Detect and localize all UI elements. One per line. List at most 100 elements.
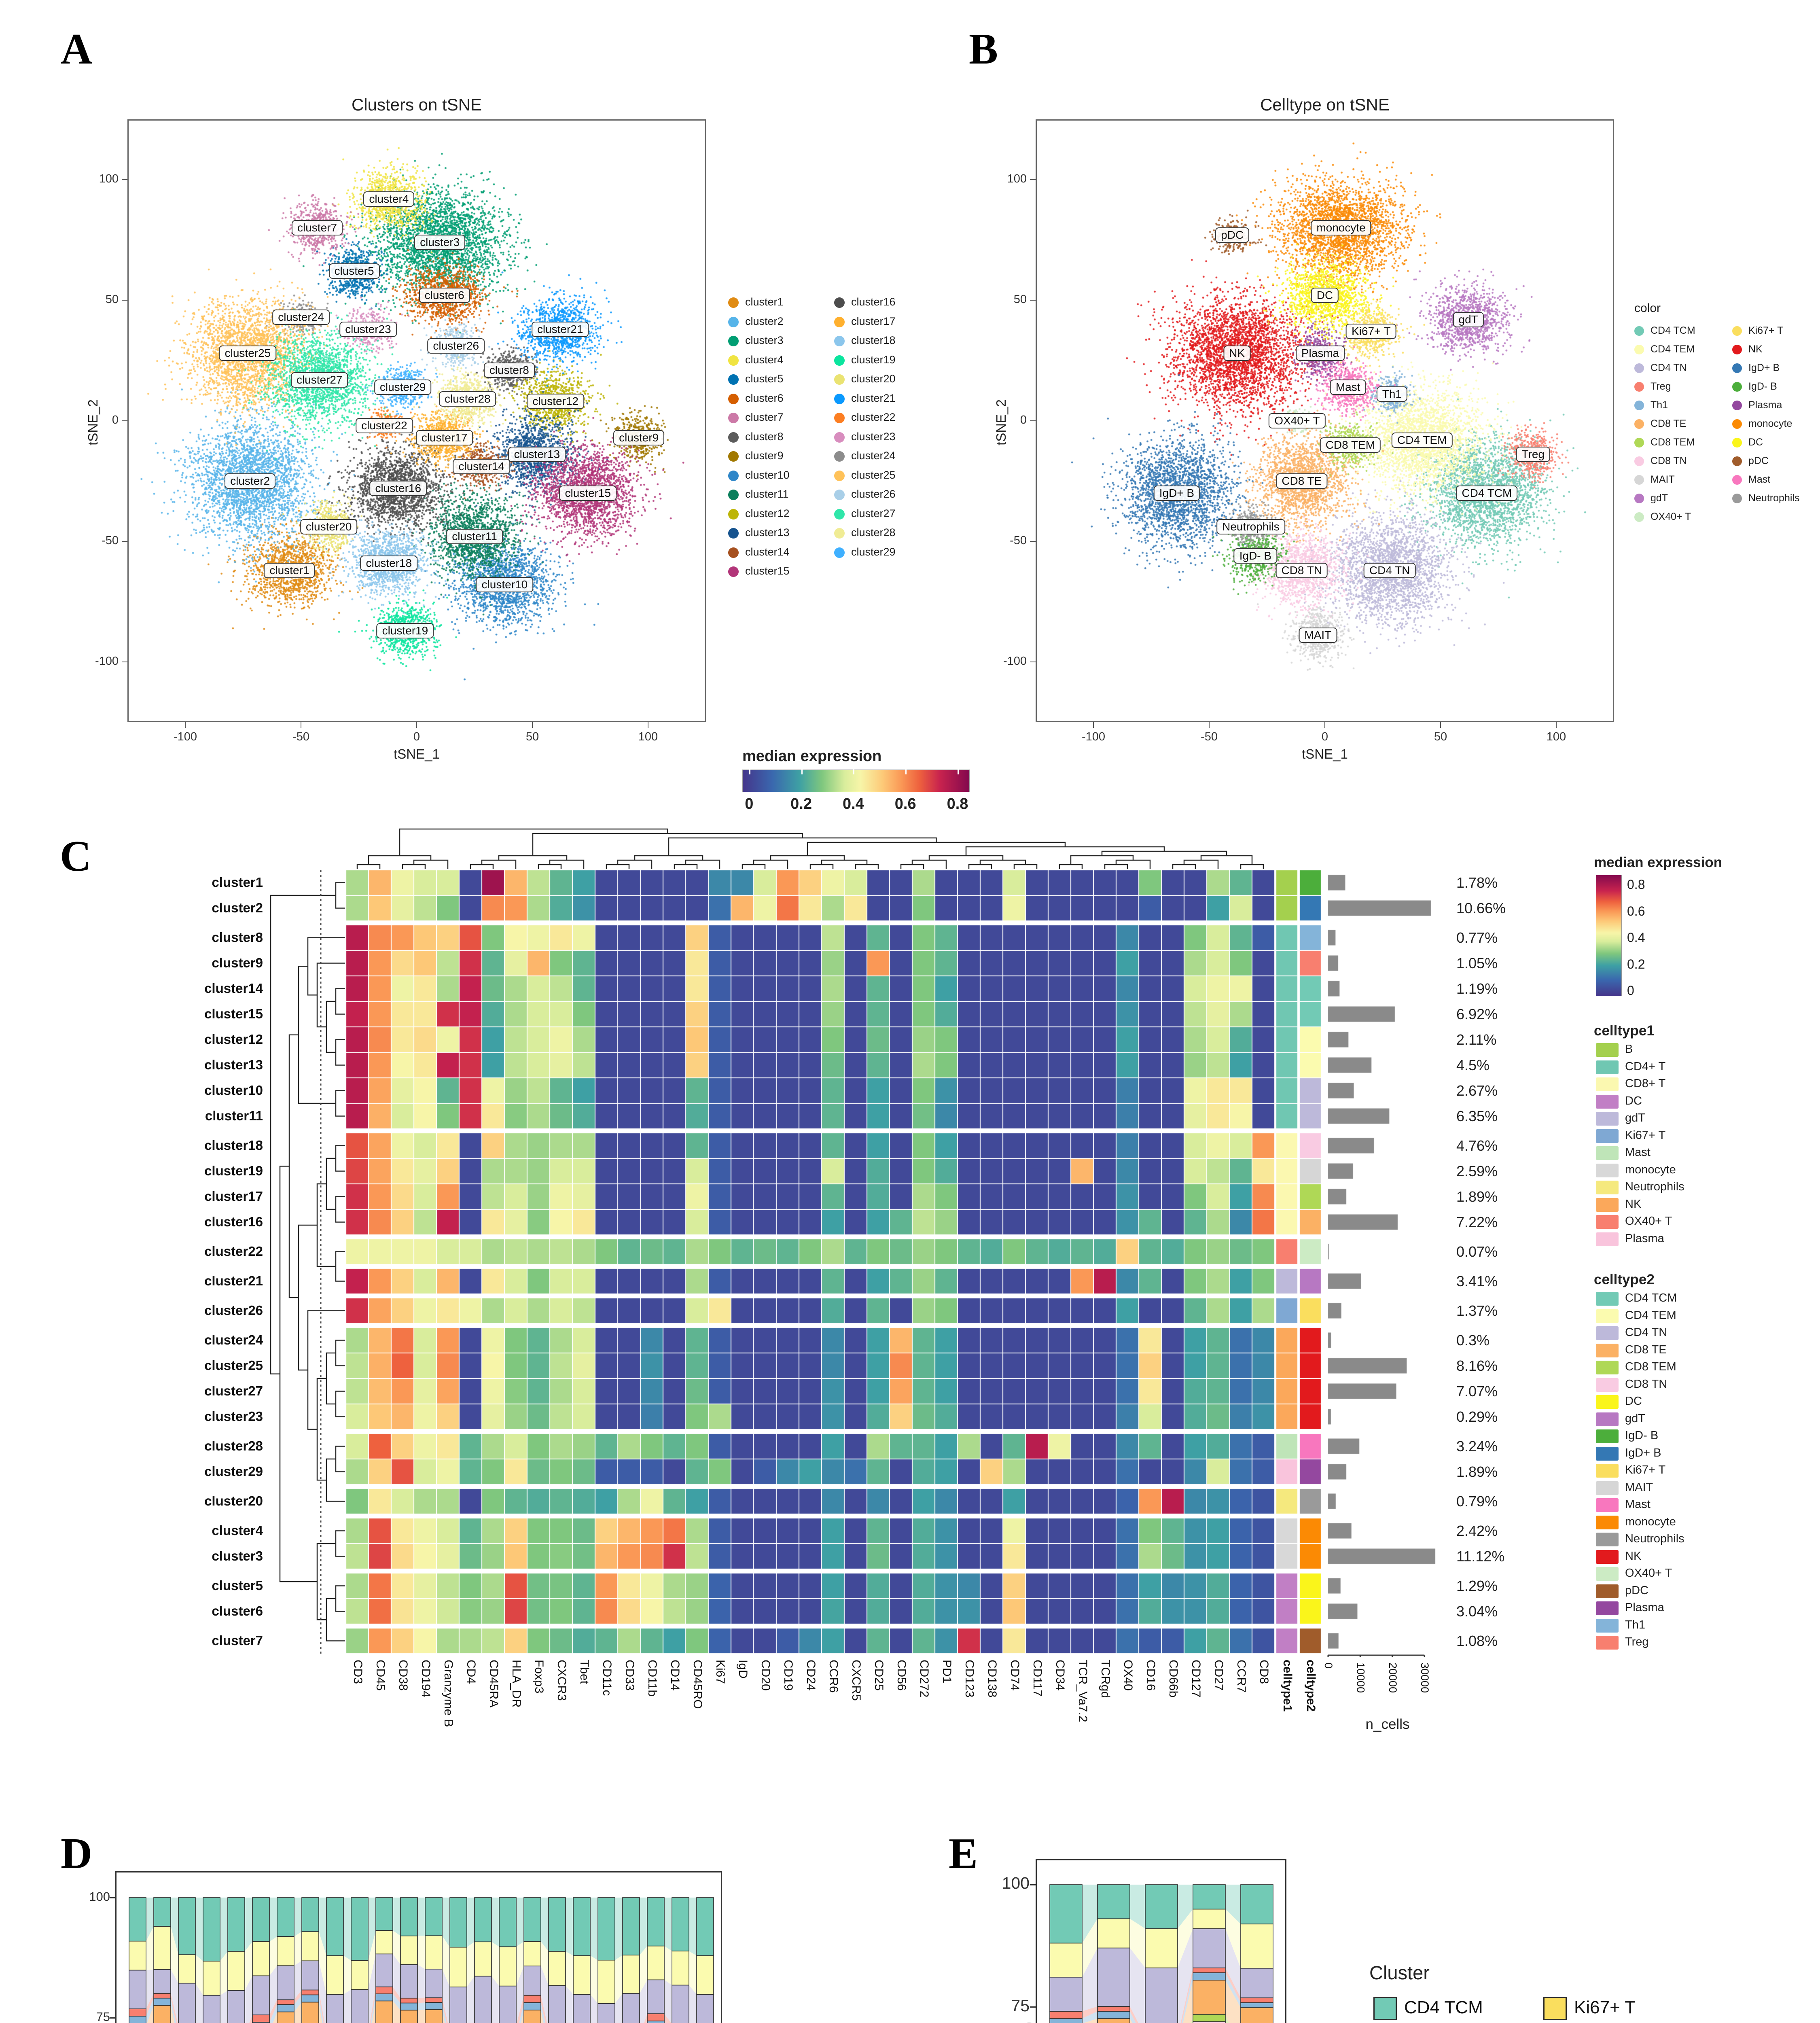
panel-a-legend-swatch [834,432,845,443]
panel-a-legend-swatch [728,490,739,500]
panel-d-ribbon [417,1898,425,1936]
panel-a-y-tick-label: -50 [102,534,119,547]
panel-a-legend-label: cluster13 [745,526,790,539]
celltype2-legend-swatch [1596,1343,1619,1357]
heatmap-row-label: cluster26 [204,1302,263,1318]
heatmap-column-label: CD4 [464,1660,478,1684]
celltype1-legend-label: Plasma [1625,1232,1664,1245]
dendrogram-branch [288,1034,299,1298]
panel-b-x-tick-label: 100 [1546,730,1566,743]
scalebar-tick [958,770,959,774]
panel-d-bar-segment [622,1955,640,1994]
panel-d-bar-segment [523,1941,541,1966]
dendrogram-branch [335,1391,345,1417]
panel-d-bar-segment [153,1926,171,1970]
panel-e-bar-segment [1097,2018,1130,2023]
heatmap-row-label: cluster4 [212,1523,263,1538]
panel-b-x-tick [1324,722,1325,728]
panel-d-ribbon [393,1987,400,2003]
panel-a-y-tick [122,300,127,301]
ncells-axis-label: n_cells [1365,1716,1410,1732]
heatmap-column-label: OX40 [1121,1660,1135,1691]
panel-b-legend-swatch [1732,419,1742,429]
panel-d-bar-segment [523,1897,541,1942]
heatmap-row-percent: 1.19% [1456,980,1498,997]
panel-e-bar-segment [1097,2006,1130,2012]
heatmap-column-label: CD138 [985,1660,999,1698]
panel-d-ribbon [566,1898,573,1956]
celltype1-legend-label: Mast [1625,1146,1651,1159]
panel-a-legend-swatch [834,374,845,385]
panel-a-cluster-label: cluster15 [559,485,617,501]
panel-d-bar-segment [474,1941,492,1977]
celltype2-legend-label: DC [1625,1395,1642,1408]
panel-d-bar-segment [523,2002,541,2010]
ncells-tick-label: 0 [1322,1663,1335,1669]
panel-d-bar-segment [227,1897,245,1952]
heatmap-row-label: cluster18 [204,1137,263,1153]
dendrogram-branch [335,1090,345,1117]
panel-b-legend-swatch [1732,363,1742,373]
panel-d-bar-segment [326,1994,344,2023]
panel-b-legend-swatch [1732,494,1742,503]
celltype2-legend-swatch [1596,1601,1619,1615]
panel-d-bar-segment [277,2011,295,2023]
panel-d-ribbon [146,1969,154,2009]
panel-b-legend-swatch [1634,512,1644,522]
panel-e-bar-segment [1097,1884,1130,1919]
panel-a-legend-swatch [728,470,739,481]
heatmap-row-label: cluster11 [205,1108,263,1123]
panel-d-ribbon [467,1942,475,1987]
dendrogram-branch [606,864,630,869]
panel-d-bar-segment [499,1897,517,1947]
panel-b-cluster-label: pDC [1215,227,1250,243]
panel-a-x-tick-label: 50 [525,730,539,743]
celltype1-legend-swatch [1596,1077,1619,1091]
panel-d-bar-segment [129,1940,146,1971]
panel-a-legend-swatch [728,509,739,520]
panel-b-cluster-label: Plasma [1295,346,1345,361]
panel-a-legend-swatch [834,316,845,327]
scalebar-tick-label: 0.4 [842,795,864,812]
panel-b-x-tick-label: 0 [1321,730,1328,743]
heatmap-column-label: CD16 [1144,1660,1157,1691]
heatmap-column-label: CD20 [759,1660,772,1691]
heatmap-row-percent: 2.67% [1456,1082,1498,1099]
celltype2-legend-swatch [1596,1618,1619,1633]
panel-d-bar-segment [203,1961,220,1996]
celltype1-legend-label: NK [1625,1197,1642,1211]
panel-a-cluster-label: cluster8 [483,362,535,378]
panel-d-bar-segment [400,2010,418,2023]
heatmap-column-label: HLA_DR [510,1660,523,1708]
celltype1-legend-title: celltype1 [1594,1023,1655,1039]
scalebar-tick [749,770,750,774]
panel-b-legend-swatch [1634,326,1644,336]
panel-d-ribbon [249,2015,252,2023]
dendrogram-branch [855,864,879,869]
dendrogram-branch [821,859,868,865]
panel-d-bar-segment [375,1993,393,2002]
panel-a-legend-swatch [834,509,845,520]
celltype2-legend-swatch [1596,1636,1619,1650]
panel-b-legend-swatch [1634,401,1644,410]
panel-a-x-tick [185,722,186,728]
heatmap-annotation-label: celltype2 [1304,1660,1318,1712]
panel-d-ribbon [640,1898,647,1955]
dendrogram-branch [1059,864,1083,869]
panel-d-ribbon [171,1926,178,1983]
heatmap-column-label: CD25 [872,1660,886,1691]
panel-a-legend-swatch [728,528,739,539]
panel-b-cluster-label: Mast [1330,379,1366,395]
panel-e-ribbon [1130,1885,1145,1929]
panel-a-legend-label: cluster5 [745,373,784,385]
panel-d-ribbon [245,1898,252,1951]
scalebar-tick [905,770,907,774]
panel-b-legend-label: pDC [1748,455,1769,467]
panel-e-ribbon [1082,2006,1098,2019]
panel-b-cluster-label: CD4 TCM [1456,485,1518,501]
column-dendrogram [356,828,1264,869]
panel-d-ribbon [343,1955,351,1995]
panel-d-bar-segment [203,1995,220,2023]
panel-e-bar-segment [1097,1947,1130,2007]
panel-e-bar-segment [1049,2018,1083,2023]
